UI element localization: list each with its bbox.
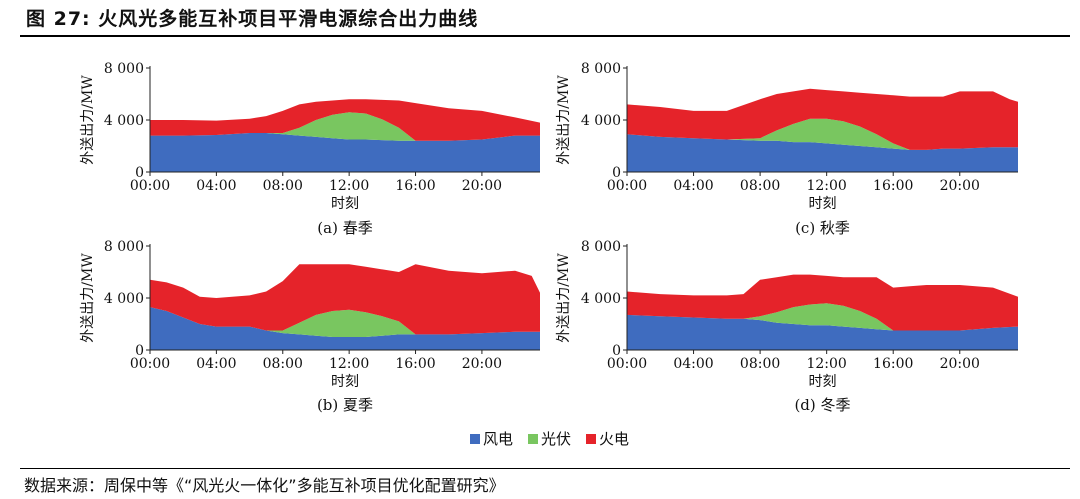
x-tick-label: 16:00 bbox=[873, 356, 913, 372]
x-axis-label: 时刻 bbox=[809, 196, 837, 212]
y-tick-label: 0 bbox=[135, 343, 144, 359]
area-火电 bbox=[150, 99, 540, 141]
x-tick-label: 12:00 bbox=[806, 178, 846, 194]
source-note: 数据来源：周保中等《“风光火一体化”多能互补项目优化配置研究》 bbox=[24, 476, 505, 495]
x-tick-label: 12:00 bbox=[329, 356, 369, 372]
y-tick-label: 0 bbox=[612, 165, 621, 181]
area-光伏 bbox=[627, 303, 1018, 331]
area-火电 bbox=[150, 264, 540, 335]
x-tick-label: 08:00 bbox=[740, 178, 780, 194]
x-tick-label: 16:00 bbox=[395, 178, 435, 194]
area-风电 bbox=[150, 133, 540, 172]
chart-panel-0: 00:00 04:00 08:00 12:00 16:00 20:00 0 4 000 8 00… bbox=[80, 61, 540, 237]
legend-swatch bbox=[528, 434, 538, 444]
legend-swatch bbox=[586, 434, 596, 444]
chart-caption: (c) 秋季 bbox=[795, 219, 850, 237]
area-火电 bbox=[627, 88, 1018, 150]
area-光伏 bbox=[150, 307, 540, 337]
y-axis-label: 外送出力/MW bbox=[556, 253, 572, 343]
y-tick-label: 4 000 bbox=[104, 113, 144, 129]
area-风电 bbox=[150, 307, 540, 350]
x-tick-label: 12:00 bbox=[329, 178, 369, 194]
chart-panel-3: 00:00 04:00 08:00 12:00 16:00 20:00 0 4 000 8 00… bbox=[556, 239, 1018, 414]
bottom-rule bbox=[20, 468, 1070, 469]
x-tick-label: 04:00 bbox=[196, 356, 236, 372]
y-tick-label: 4 000 bbox=[104, 291, 144, 307]
area-光伏 bbox=[627, 118, 1018, 150]
y-tick-label: 4 000 bbox=[581, 291, 621, 307]
x-tick-label: 12:00 bbox=[806, 356, 846, 372]
y-axis-label: 外送出力/MW bbox=[80, 253, 96, 343]
x-tick-label: 00:00 bbox=[607, 178, 647, 194]
y-tick-label: 8 000 bbox=[581, 239, 621, 255]
legend: 风电 光伏 火电 bbox=[470, 430, 629, 448]
y-axis-label: 外送出力/MW bbox=[80, 75, 96, 165]
figure-title: 图 27: 火风光多能互补项目平滑电源综合出力曲线 bbox=[26, 8, 479, 30]
x-tick-label: 20:00 bbox=[940, 178, 980, 194]
x-tick-label: 08:00 bbox=[263, 356, 303, 372]
y-tick-label: 8 000 bbox=[104, 239, 144, 255]
legend-swatch bbox=[470, 434, 480, 444]
y-tick-label: 0 bbox=[612, 343, 621, 359]
area-火电 bbox=[627, 274, 1018, 331]
x-tick-label: 00:00 bbox=[130, 356, 170, 372]
y-tick-label: 8 000 bbox=[104, 61, 144, 77]
y-axis-label: 外送出力/MW bbox=[556, 75, 572, 165]
x-tick-label: 20:00 bbox=[462, 178, 502, 194]
chart-caption: (a) 春季 bbox=[317, 219, 372, 237]
y-tick-label: 4 000 bbox=[581, 113, 621, 129]
legend-label: 光伏 bbox=[541, 430, 571, 448]
x-tick-label: 20:00 bbox=[462, 356, 502, 372]
x-tick-label: 08:00 bbox=[740, 356, 780, 372]
x-tick-label: 00:00 bbox=[607, 356, 647, 372]
x-axis-label: 时刻 bbox=[331, 374, 359, 390]
x-axis-label: 时刻 bbox=[809, 374, 837, 390]
y-tick-label: 8 000 bbox=[581, 61, 621, 77]
x-tick-label: 04:00 bbox=[673, 356, 713, 372]
x-axis-label: 时刻 bbox=[331, 196, 359, 212]
legend-label: 火电 bbox=[599, 430, 629, 448]
chart-panel-2: 00:00 04:00 08:00 12:00 16:00 20:00 0 4 000 8 00… bbox=[556, 61, 1018, 237]
chart-caption: (d) 冬季 bbox=[794, 396, 850, 414]
x-tick-label: 04:00 bbox=[673, 178, 713, 194]
x-tick-label: 08:00 bbox=[263, 178, 303, 194]
area-风电 bbox=[627, 314, 1018, 350]
top-rule bbox=[20, 35, 1070, 37]
x-tick-label: 16:00 bbox=[873, 178, 913, 194]
y-tick-label: 0 bbox=[135, 165, 144, 181]
area-风电 bbox=[627, 134, 1018, 172]
x-tick-label: 04:00 bbox=[196, 178, 236, 194]
chart-panel-1: 00:00 04:00 08:00 12:00 16:00 20:00 0 4 000 8 00… bbox=[80, 239, 540, 414]
x-tick-label: 00:00 bbox=[130, 178, 170, 194]
area-光伏 bbox=[150, 112, 540, 141]
chart-caption: (b) 夏季 bbox=[317, 396, 373, 414]
x-tick-label: 16:00 bbox=[395, 356, 435, 372]
legend-label: 风电 bbox=[483, 430, 513, 448]
x-tick-label: 20:00 bbox=[940, 356, 980, 372]
